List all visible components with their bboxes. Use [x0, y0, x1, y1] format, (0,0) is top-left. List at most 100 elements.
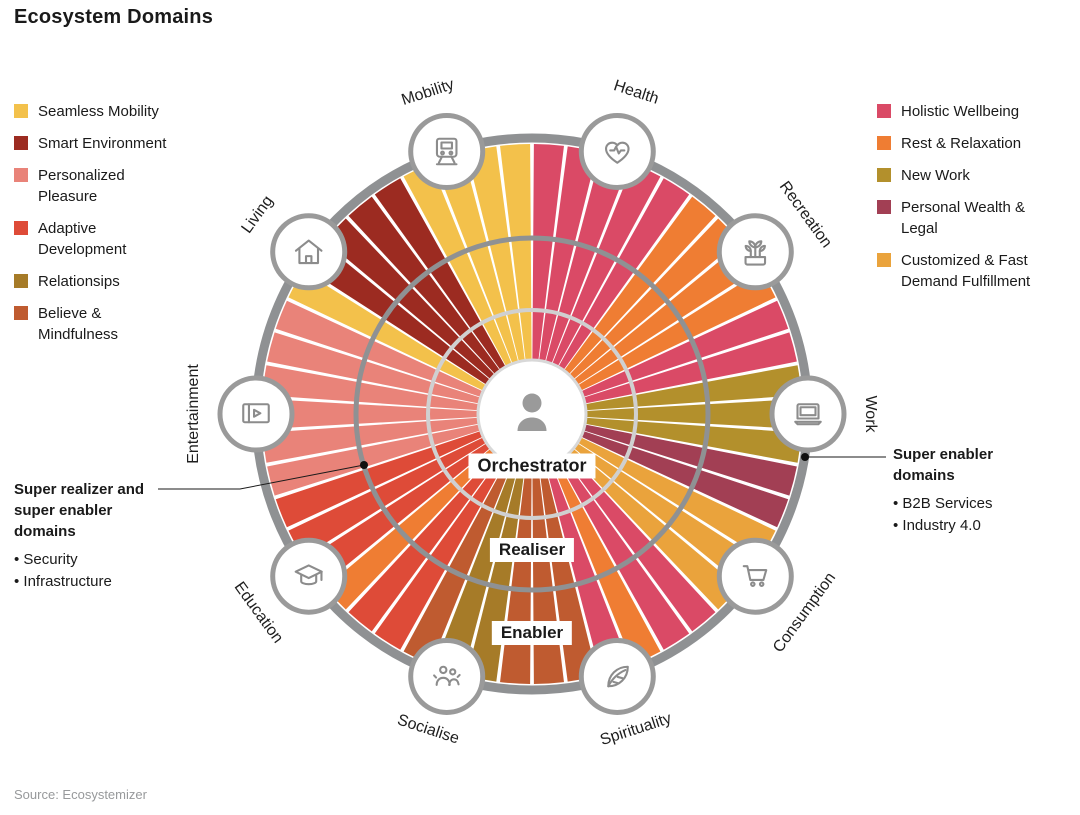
legend-item: Customized & Fast Demand Fulfillment: [877, 250, 1077, 292]
realiser-ring: [353, 235, 711, 593]
sector-wedge: [581, 300, 789, 397]
sector-wedge: [552, 163, 661, 367]
sector-wedge: [577, 270, 776, 391]
sector-wedge: [305, 243, 491, 385]
sector-wedge: [466, 466, 525, 682]
domain-label-work: Work: [862, 395, 879, 433]
legend-color-swatch: [14, 168, 28, 182]
cart-icon: [742, 565, 768, 587]
sector-wedge: [288, 437, 487, 558]
sector-wedge: [573, 243, 759, 385]
legend-item: Personal Wealth & Legal: [877, 197, 1077, 239]
train-icon: [435, 137, 458, 166]
sector-wedge: [564, 453, 716, 632]
legend-item: New Work: [877, 165, 1077, 186]
annotation-item: Infrastructure: [14, 571, 149, 593]
sector-wedge: [262, 417, 479, 463]
laptop-icon: [794, 403, 822, 426]
legend-color-swatch: [877, 136, 891, 150]
sector-wedge: [348, 453, 500, 632]
sector-wedge: [545, 152, 630, 364]
page-title: Ecosystem Domains: [14, 6, 214, 28]
domain-icon-circle: [716, 537, 794, 615]
legend-item: Relationsips: [14, 271, 189, 292]
legend-item: Smart Environment: [14, 133, 189, 154]
annotation-super-enabler: Super enabler domains B2B Services Indus…: [893, 444, 1053, 537]
sector-wedge: [585, 417, 802, 463]
legend-item: Seamless Mobility: [14, 101, 189, 122]
legend-item: Personalized Pleasure: [14, 165, 189, 207]
sector-wedge: [434, 464, 519, 676]
annotation-item: Security: [14, 549, 149, 571]
sector-wedge: [305, 443, 491, 585]
legend-item: Adaptive Development: [14, 218, 189, 260]
sector-wedge: [466, 146, 525, 362]
sector-wedge: [325, 218, 495, 380]
sector-wedge: [583, 332, 797, 404]
sector-wedge: [545, 464, 630, 676]
sector-wedge: [325, 448, 495, 610]
sector-wedge: [558, 457, 690, 650]
sector-wedge: [262, 365, 479, 411]
domain-icon-circle: [217, 375, 295, 453]
sector-wedge: [585, 365, 802, 411]
leaf-icon: [607, 665, 629, 688]
domain-icon-circle: [270, 537, 348, 615]
sector-wedge: [532, 144, 564, 361]
legend-item-label: Customized & Fast Demand Fulfillment: [901, 252, 1031, 290]
sector-wedge: [569, 218, 739, 380]
heart-icon: [604, 141, 630, 164]
annotation-title: Super enabler domains: [893, 446, 994, 484]
right-connector-dot: [801, 453, 809, 461]
domain-icon-circle: [769, 375, 847, 453]
legend-color-swatch: [14, 221, 28, 235]
domain-icon-circle: [408, 113, 486, 191]
sector-wedge: [539, 146, 598, 362]
source-credit: Source: Ecosystemizer: [14, 787, 147, 802]
legend-color-swatch: [877, 104, 891, 118]
legend-left: Seamless Mobility Smart Environment Pers…: [14, 101, 189, 356]
legend-item-label: Relationsips: [38, 273, 120, 290]
legend-item-label: Personal Wealth & Legal: [901, 199, 1025, 237]
people-icon: [433, 665, 461, 686]
domain-icon-circle: [408, 637, 486, 715]
annotation-super-realizer: Super realizer and super enabler domains…: [14, 479, 149, 593]
legend-item-label: Holistic Wellbeing: [901, 103, 1020, 120]
sector-wedge: [434, 152, 519, 364]
annotation-item: B2B Services: [893, 493, 1053, 515]
sector-wedge: [403, 461, 512, 665]
sector-wedge: [267, 424, 481, 496]
legend-color-swatch: [14, 136, 28, 150]
legend-item-label: Seamless Mobility: [38, 103, 159, 120]
sector-wedge: [585, 398, 802, 430]
legend-item-label: New Work: [901, 167, 970, 184]
sector-wedge: [569, 448, 739, 610]
legend-item-label: Rest & Relaxation: [901, 135, 1022, 152]
sector-wedge: [348, 196, 500, 375]
legend-item-label: Smart Environment: [38, 135, 167, 152]
ring-label-orchestrator: Orchestrator: [468, 453, 596, 479]
sector-wedge: [573, 443, 759, 585]
legend-color-swatch: [877, 253, 891, 267]
sector-wedge: [558, 178, 690, 371]
legend-item: Rest & Relaxation: [877, 133, 1077, 154]
sector-wedge: [288, 270, 487, 391]
sector-wedge: [577, 437, 776, 558]
sector-wedge: [552, 461, 661, 665]
sector-wedge: [275, 431, 483, 528]
legend-color-swatch: [14, 306, 28, 320]
domain-label-entertainment: Entertainment: [185, 364, 202, 464]
sector-wedge: [403, 163, 512, 367]
sector-wedge: [581, 431, 789, 528]
legend-color-swatch: [14, 274, 28, 288]
legend-right: Holistic Wellbeing Rest & Relaxation New…: [877, 101, 1077, 303]
domain-icon-circle: [270, 213, 348, 291]
legend-item-label: Personalized Pleasure: [38, 167, 125, 205]
annotation-title: Super realizer and super enabler domains: [14, 481, 145, 540]
left-connector-line: [158, 464, 365, 490]
sector-wedge: [275, 300, 483, 397]
legend-item-label: Believe & Mindfulness: [38, 305, 119, 343]
